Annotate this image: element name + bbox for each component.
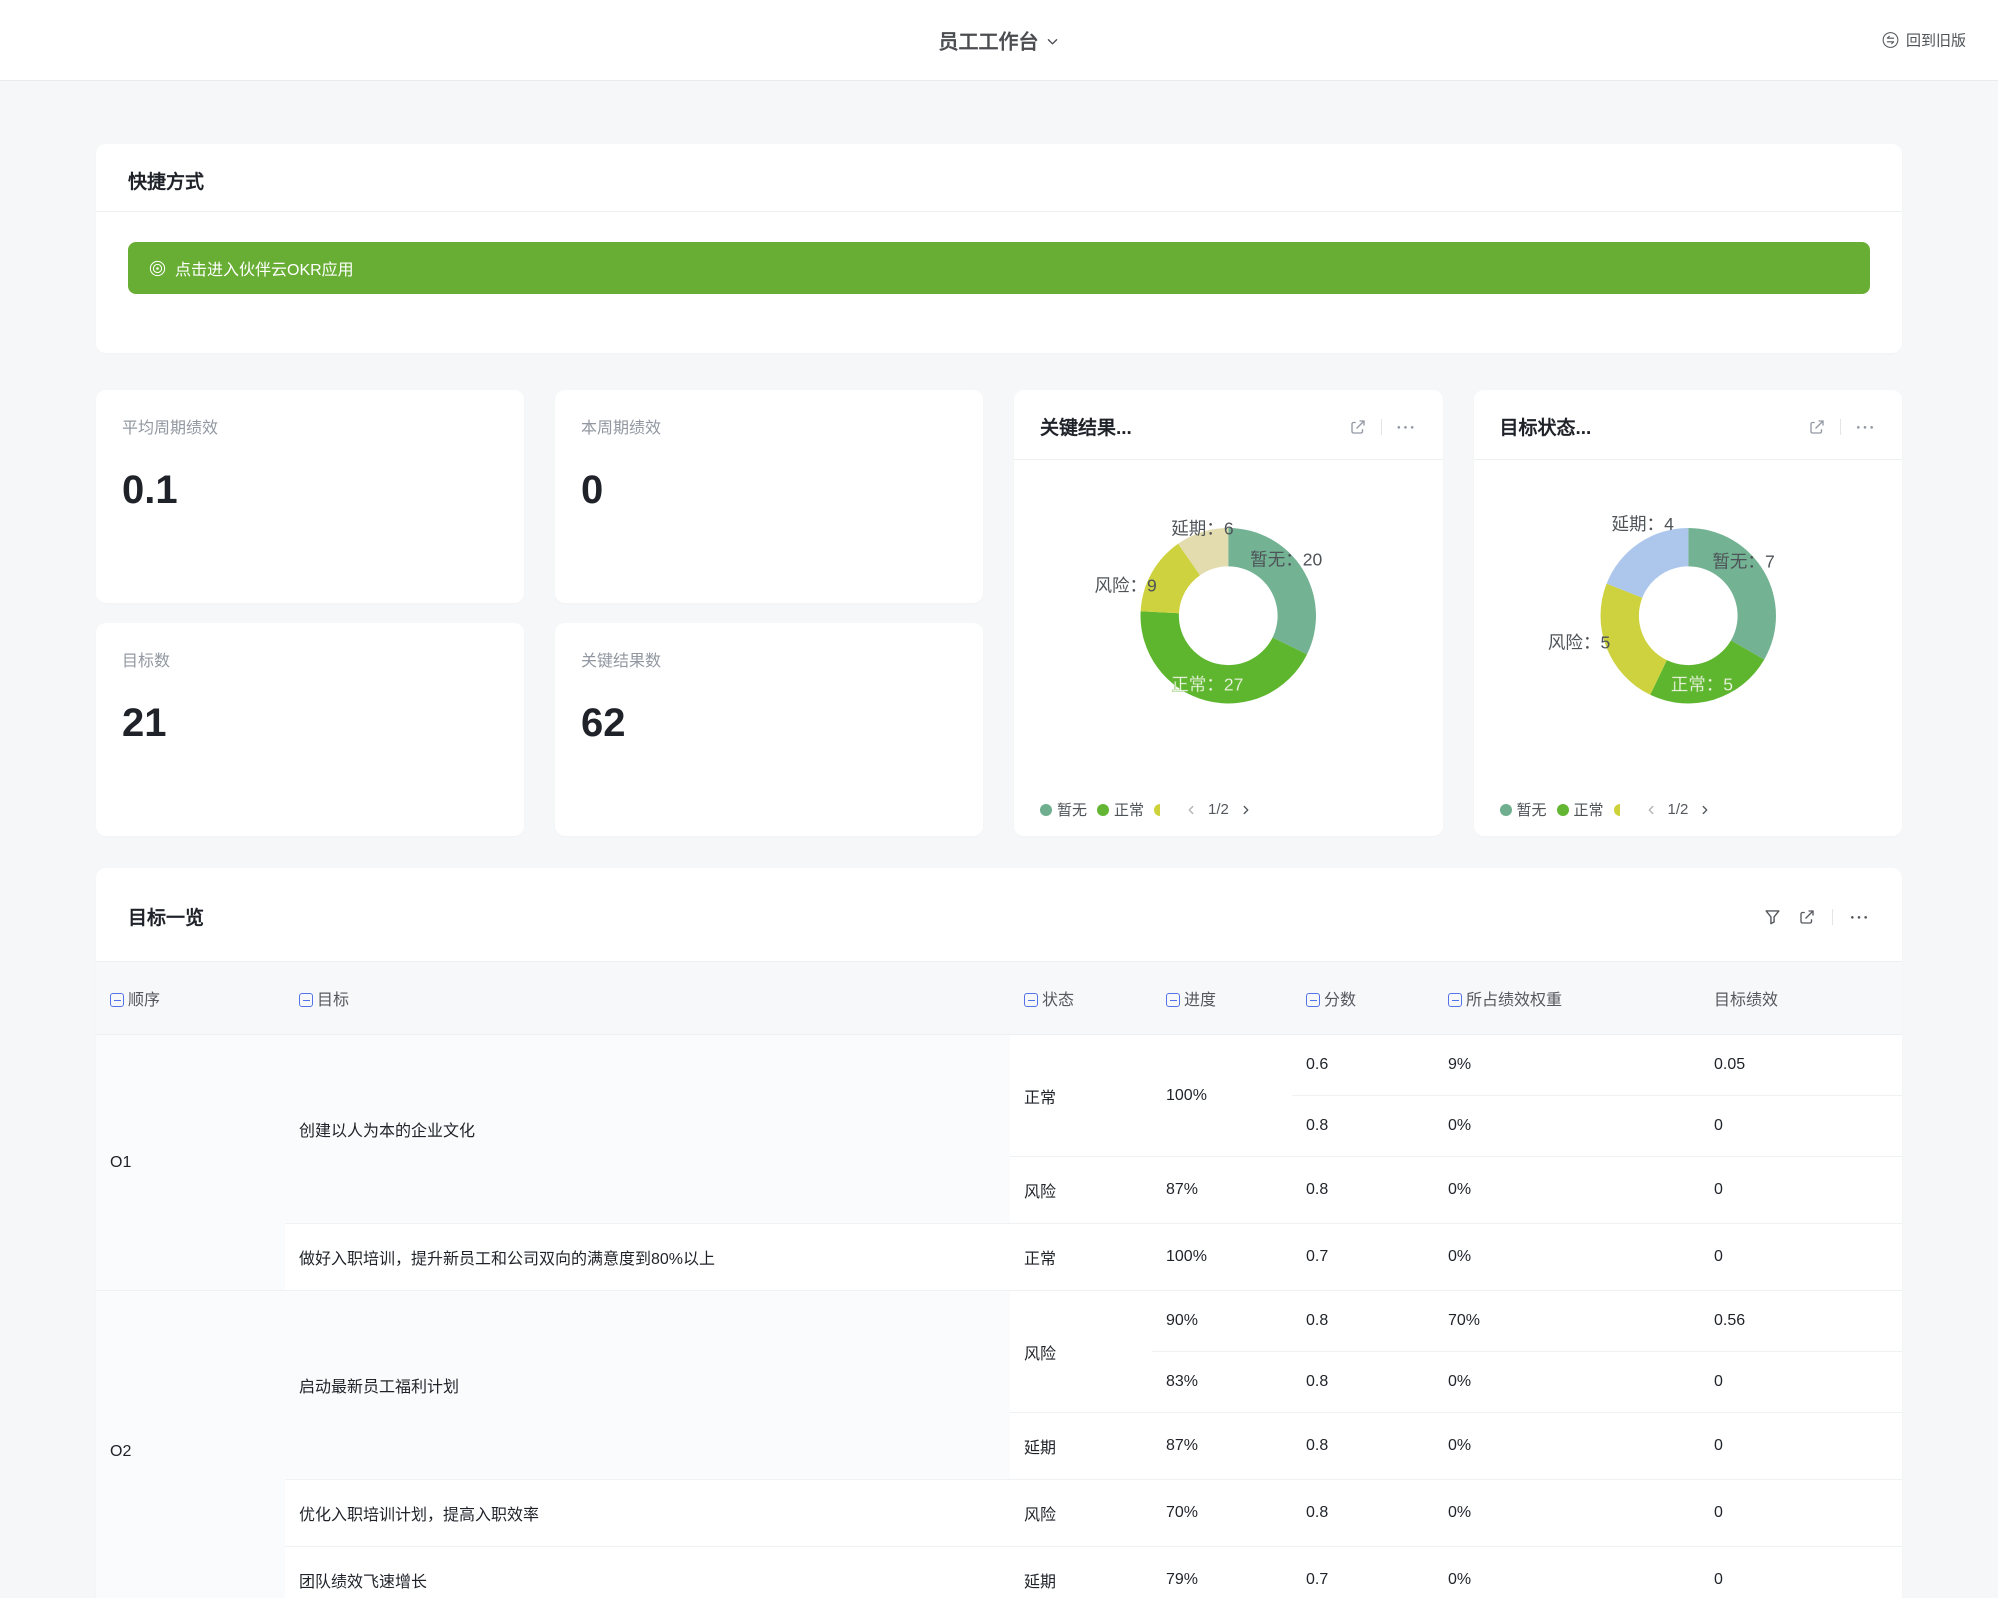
svg-text:暂无：7: 暂无：7 bbox=[1712, 551, 1774, 571]
svg-text:正常：5: 正常：5 bbox=[1670, 674, 1733, 694]
svg-text:暂无：20: 暂无：20 bbox=[1250, 549, 1322, 569]
svg-text:风险：9: 风险：9 bbox=[1094, 576, 1156, 596]
svg-text:风险：5: 风险：5 bbox=[1547, 633, 1610, 653]
svg-text:延期：6: 延期：6 bbox=[1171, 519, 1233, 539]
svg-text:延期：4: 延期：4 bbox=[1611, 514, 1674, 534]
svg-text:正常：27: 正常：27 bbox=[1171, 674, 1243, 694]
